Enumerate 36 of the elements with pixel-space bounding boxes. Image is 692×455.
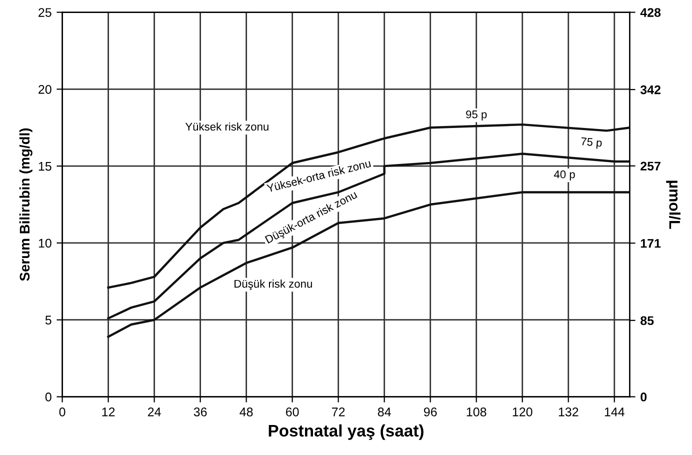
y-tick-label: 10: [38, 238, 52, 248]
annotation: 95 p: [466, 110, 487, 121]
x-tick-label: 24: [148, 408, 161, 416]
x-tick-label: 108: [466, 408, 486, 416]
x-tick-label: 84: [378, 408, 391, 416]
y2-tick-label: 0: [640, 392, 647, 402]
y2-tick-label: 171: [640, 239, 661, 248]
y-tick-label: 25: [38, 8, 52, 17]
x-axis-title: Postnatal yaş (saat): [268, 424, 424, 440]
y2-axis-title: µmol/L: [666, 180, 680, 229]
y2-tick-label: 85: [640, 316, 654, 326]
y-axis-title: Serum Bilirubin (mg/dl): [19, 128, 32, 281]
y-tick-label: 5: [45, 316, 52, 325]
x-tick-label: 132: [558, 408, 578, 416]
y-tick-label: 15: [38, 162, 52, 171]
y2-tick-label: 257: [640, 162, 660, 171]
y-tick-label: 20: [38, 84, 52, 94]
x-tick-label: 60: [286, 408, 299, 416]
line-series: [107, 123, 630, 289]
x-tick-label: 96: [424, 408, 437, 416]
annotation: Düşük risk zonu: [234, 280, 312, 290]
annotation: Yüksek risk zonu: [185, 122, 268, 131]
line-series: [107, 191, 630, 338]
x-tick-label: 144: [604, 408, 624, 416]
y2-tick-label: 428: [640, 8, 661, 17]
y-tick-label: 0: [45, 392, 52, 402]
line-series: [107, 152, 630, 320]
y2-tick-label: 342: [640, 85, 660, 94]
x-tick-label: 12: [102, 408, 115, 416]
x-tick-label: 48: [240, 408, 253, 416]
annotation: 75 p: [580, 137, 602, 150]
x-tick-label: 120: [512, 408, 532, 416]
annotation: 40 p: [554, 170, 575, 180]
x-tick-label: 72: [332, 408, 345, 416]
x-tick-label: 36: [194, 408, 207, 416]
x-tick-label: 0: [59, 408, 66, 416]
